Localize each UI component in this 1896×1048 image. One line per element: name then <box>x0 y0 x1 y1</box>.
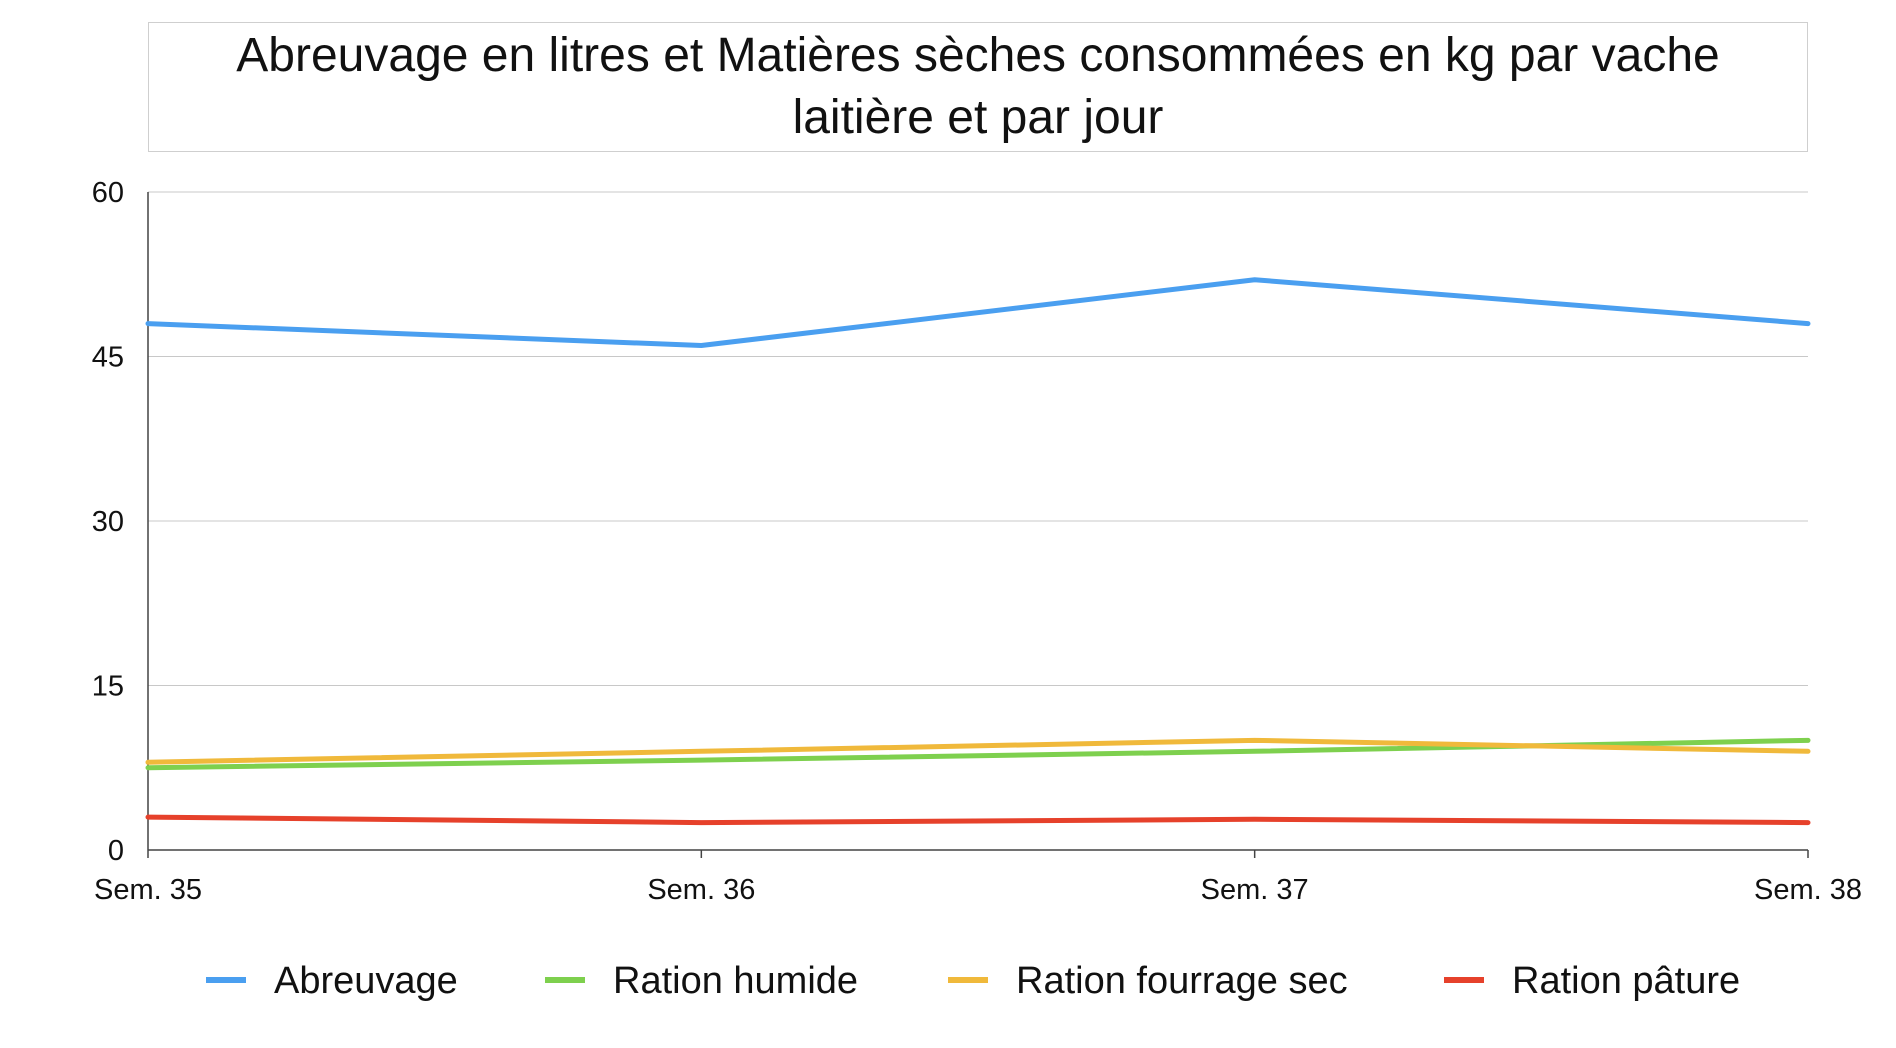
legend-label: Ration pâture <box>1512 960 1740 1002</box>
x-tick-label: Sem. 35 <box>94 874 202 906</box>
chart-title-box: Abreuvage en litres et Matières sèches c… <box>148 22 1808 152</box>
chart-title: Abreuvage en litres et Matières sèches c… <box>236 29 1720 144</box>
y-axis-ticks: 0 15 30 45 60 <box>92 177 124 867</box>
y-tick-label: 45 <box>92 342 124 374</box>
x-axis-ticks: Sem. 35 Sem. 36 Sem. 37 Sem. 38 <box>94 850 1862 906</box>
x-tick-label: Sem. 38 <box>1754 874 1862 906</box>
legend-label: Ration humide <box>613 960 858 1002</box>
series-lines <box>145 277 1811 826</box>
y-tick-label: 60 <box>92 177 124 209</box>
grid-lines <box>148 191 1808 686</box>
legend-label: Abreuvage <box>274 960 458 1002</box>
series-line-2 <box>145 737 1811 765</box>
series-line-0 <box>145 277 1811 349</box>
series-line-3 <box>145 814 1811 826</box>
legend: Abreuvage Ration humide Ration fourrage se… <box>206 960 1740 1002</box>
axes <box>147 192 1808 851</box>
y-tick-label: 0 <box>108 835 124 867</box>
y-tick-label: 15 <box>92 671 124 703</box>
y-tick-label: 30 <box>92 506 124 538</box>
x-tick-label: Sem. 37 <box>1201 874 1309 906</box>
legend-label: Ration fourrage sec <box>1016 960 1348 1002</box>
x-tick-label: Sem. 36 <box>647 874 755 906</box>
